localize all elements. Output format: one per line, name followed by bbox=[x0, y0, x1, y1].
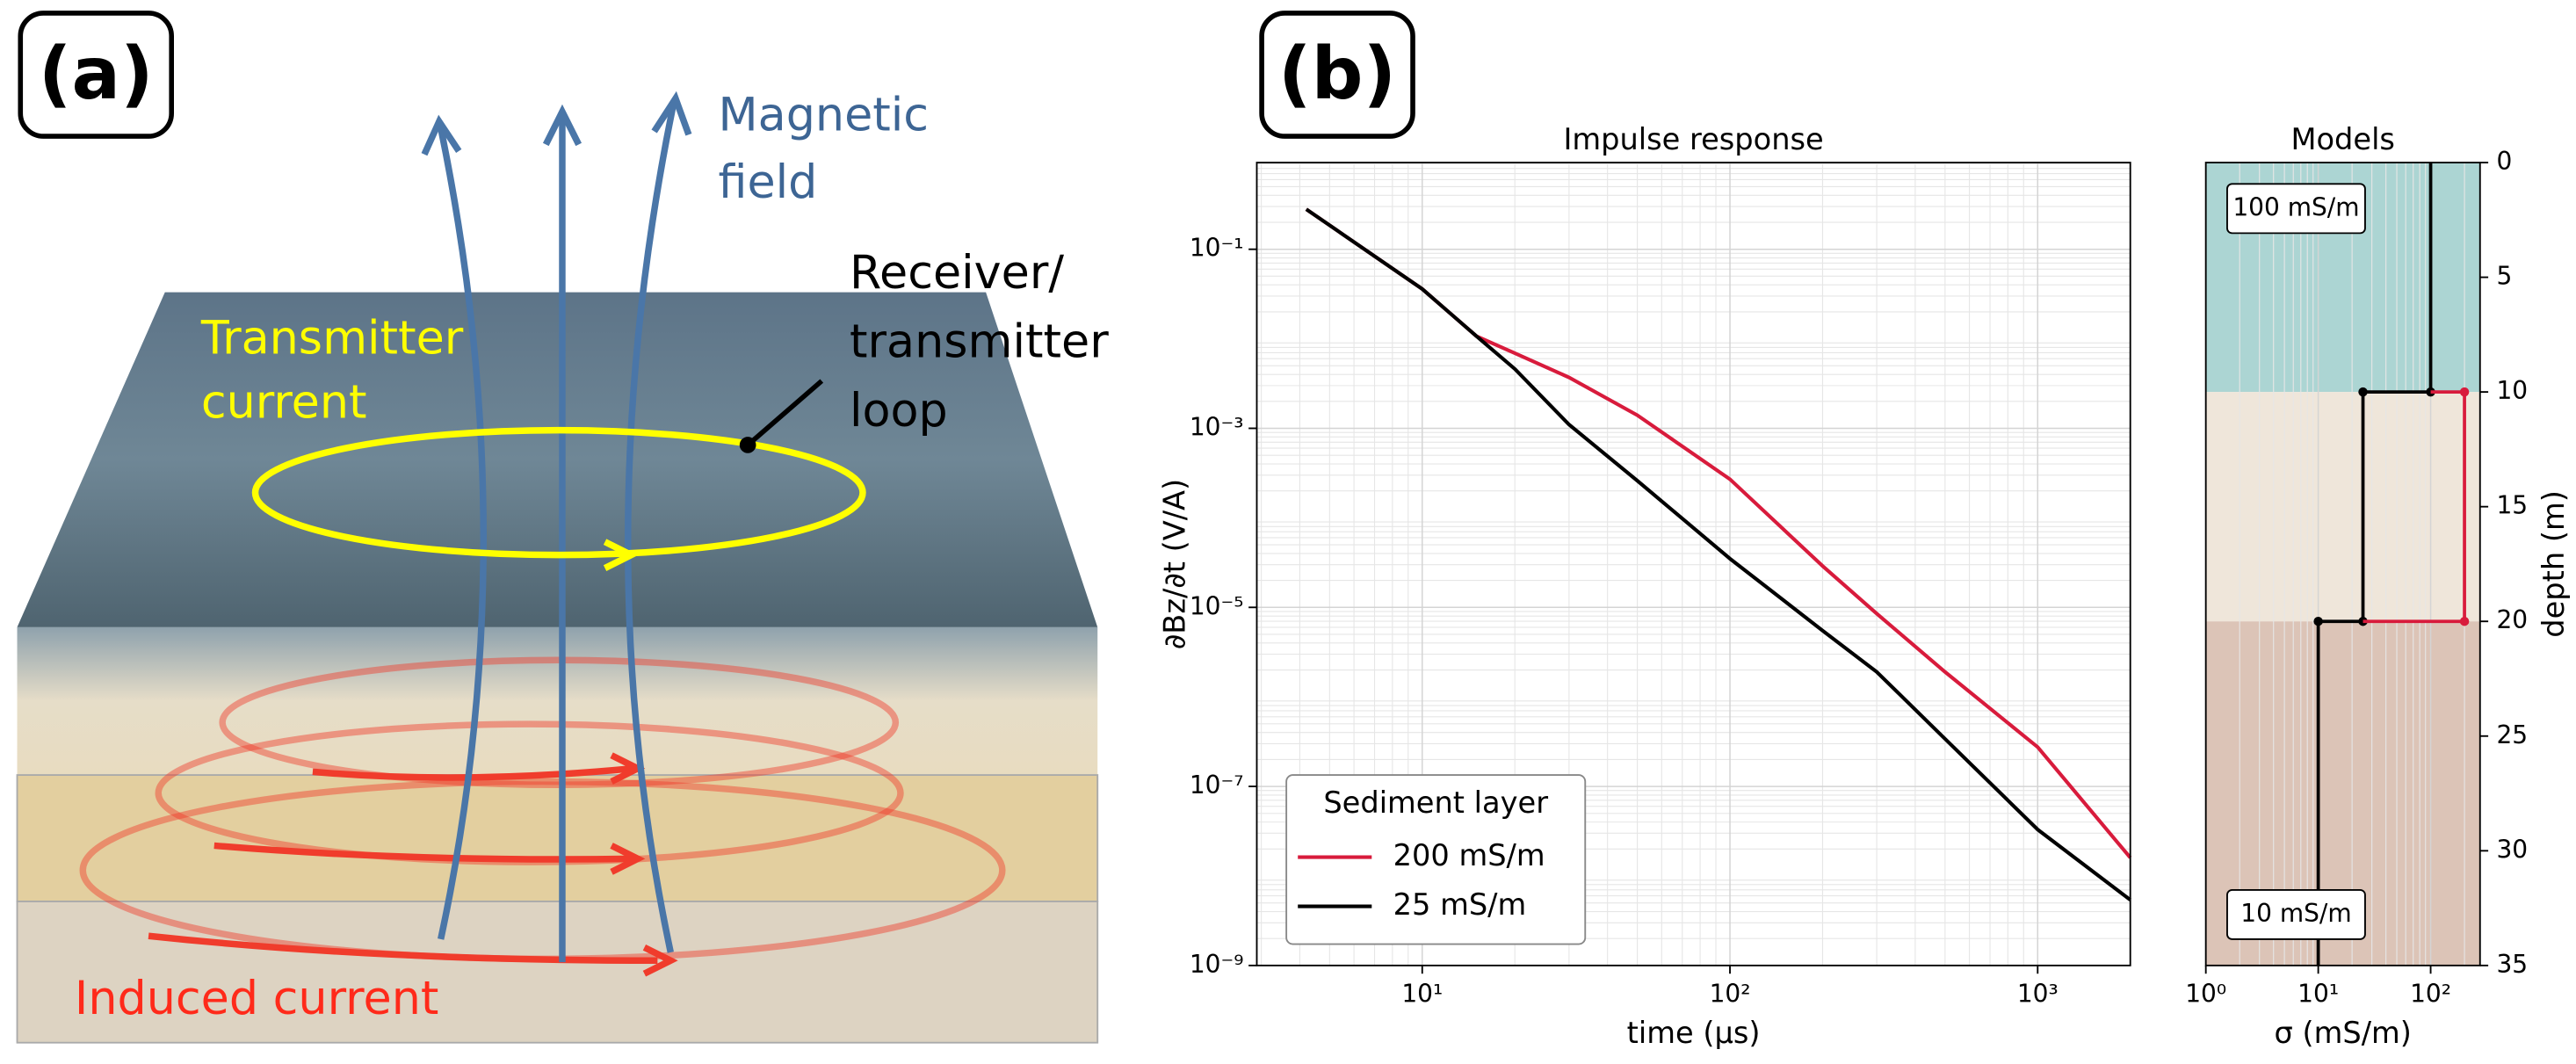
field-line bbox=[624, 101, 677, 953]
chart-title: Models bbox=[2290, 122, 2394, 156]
loop-arrow bbox=[213, 842, 633, 863]
label-box bbox=[1259, 11, 1415, 139]
annotation: Magnetic bbox=[719, 89, 930, 142]
y-tick-label: 0 bbox=[2496, 147, 2512, 176]
sediment-layer bbox=[16, 774, 1099, 902]
legend-label: 200 mS/m bbox=[1393, 838, 1545, 872]
y-tick-label: 10⁻³ bbox=[1190, 412, 1244, 441]
y-tick-label: 35 bbox=[2496, 950, 2528, 979]
x-tick-label: 10¹ bbox=[1401, 980, 1443, 1009]
panel-a: (a) Magnetic field Receiver/ tran bbox=[16, 11, 1109, 1044]
annotation: Induced current bbox=[75, 972, 438, 1025]
x-tick-label: 10¹ bbox=[2297, 980, 2339, 1009]
annotation: Transmitter bbox=[200, 312, 464, 366]
field-line bbox=[438, 127, 487, 940]
vertex bbox=[2459, 387, 2470, 397]
layer-label: 100 mS/m bbox=[2232, 192, 2359, 221]
chart: 10⁰ 10¹ 10² 0 5 10 15 20 25 30 35 100 mS/m 10 mS/m Mo… bbox=[2185, 122, 2571, 1050]
arrowheads bbox=[421, 90, 692, 156]
vertex bbox=[2426, 387, 2435, 397]
loop-arrow bbox=[148, 932, 658, 965]
y-tick-label: 20 bbox=[2496, 605, 2528, 634]
annotation: transmitter bbox=[850, 315, 1109, 368]
x-tick-label: 10² bbox=[1710, 980, 1751, 1009]
field-lines bbox=[421, 90, 692, 963]
plot-frame bbox=[1255, 162, 2131, 966]
annotation: Receiver/ bbox=[850, 246, 1064, 300]
legend-title: Sediment layer bbox=[1323, 785, 1548, 820]
arrowhead bbox=[603, 539, 639, 571]
x-tick-label: 10³ bbox=[2017, 980, 2059, 1009]
vertex bbox=[2459, 616, 2470, 626]
series-line bbox=[1305, 207, 2131, 901]
y-tick-label: 5 bbox=[2496, 262, 2512, 291]
layer-label-box bbox=[2226, 183, 2366, 235]
y-tick-label: 10⁻⁵ bbox=[1190, 591, 1244, 620]
y-tick-label: 10⁻⁹ bbox=[1190, 950, 1244, 979]
series-line bbox=[2316, 163, 2433, 966]
y-tick-label: 30 bbox=[2496, 835, 2528, 864]
x-axis-label: σ (mS/m) bbox=[2275, 1016, 2412, 1050]
water-surface bbox=[17, 292, 1098, 627]
y-tick-label: 10 bbox=[2496, 376, 2528, 405]
y-tick-label: 25 bbox=[2496, 720, 2528, 749]
x-tick-label: 10² bbox=[2410, 980, 2451, 1009]
y-tick-label: 10⁻¹ bbox=[1190, 234, 1244, 263]
panel-label: (a) bbox=[39, 33, 154, 116]
layer-label: 10 mS/m bbox=[2240, 899, 2351, 928]
pointer bbox=[746, 379, 824, 447]
vertex bbox=[2358, 616, 2368, 626]
plot-frame bbox=[2204, 162, 2481, 966]
legend-box bbox=[1285, 774, 1587, 945]
vertex bbox=[2313, 616, 2323, 626]
chart: 10¹ 10² 10³ 10⁻⁹ 10⁻⁷ 10⁻⁵ 10⁻³ 10⁻¹ Impulse res… bbox=[1157, 122, 2132, 1050]
y-axis-label: ∂Bz/∂t (V/A) bbox=[1157, 479, 1191, 649]
vertex bbox=[2358, 387, 2368, 397]
label-box bbox=[18, 11, 175, 139]
series-line bbox=[2363, 390, 2466, 624]
transmitter-loop bbox=[251, 426, 866, 571]
panel-label: (b) bbox=[1278, 33, 1396, 116]
legend-label: 25 mS/m bbox=[1393, 887, 1527, 922]
x-axis-label: time (µs) bbox=[1627, 1016, 1761, 1050]
annotation: current bbox=[201, 376, 367, 430]
layer-label-box bbox=[2226, 888, 2366, 940]
annotation: field bbox=[719, 156, 818, 209]
annotation: loop bbox=[850, 384, 948, 438]
y-tick-label: 10⁻⁷ bbox=[1190, 771, 1244, 800]
bedrock-layer bbox=[16, 901, 1099, 1044]
pointer-dot bbox=[739, 437, 756, 453]
chart-title: Impulse response bbox=[1563, 122, 1823, 156]
y-tick-label: 15 bbox=[2496, 491, 2528, 520]
series-line bbox=[1305, 207, 2132, 859]
y-axis-label: depth (m) bbox=[2536, 490, 2571, 638]
water-layer bbox=[17, 626, 1098, 776]
loop bbox=[251, 426, 866, 559]
x-tick-label: 10⁰ bbox=[2185, 980, 2226, 1009]
layer bbox=[2205, 392, 2480, 622]
